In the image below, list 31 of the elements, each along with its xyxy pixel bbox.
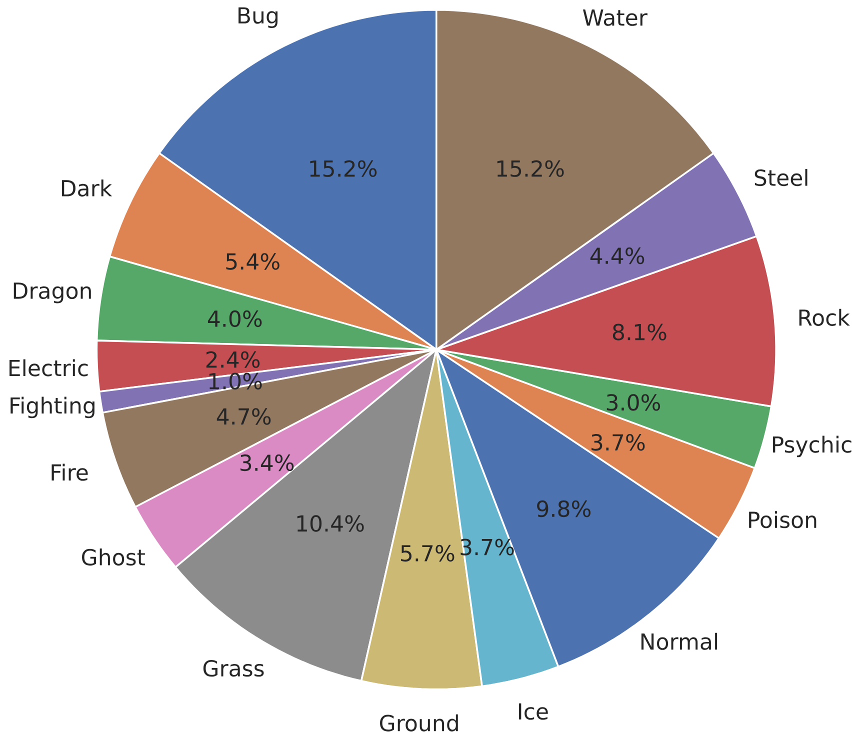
data-label: 1.0% [209, 372, 262, 390]
slice-label: Ice [519, 703, 548, 720]
slice-label: Rock [799, 308, 850, 326]
slice-label: Electric [10, 359, 88, 376]
slice-label: Dark [62, 180, 112, 197]
data-label: 5.4% [226, 253, 280, 270]
slice-label: Normal [641, 632, 718, 650]
data-label: 2.4% [206, 351, 260, 368]
slice-label: Grass [203, 660, 264, 677]
data-label: 4.7% [216, 408, 271, 425]
data-label: 4.4% [590, 248, 644, 264]
slice-label: Dragon [14, 282, 91, 304]
slice-label: Ground [380, 714, 458, 732]
slice-label: Psychic [772, 436, 852, 458]
data-label: 10.4% [297, 515, 364, 532]
slice-label: Water [582, 10, 648, 26]
data-label: 15.2% [310, 160, 377, 178]
data-label: 15.2% [497, 160, 564, 178]
slice-label: Ghost [82, 548, 145, 566]
data-label: 3.0% [606, 394, 660, 411]
data-label: 8.1% [612, 324, 666, 341]
data-label: 9.8% [537, 500, 591, 518]
slice-label: Fighting [10, 396, 94, 418]
slice-label: Steel [754, 169, 808, 186]
slice-label: Fire [52, 464, 88, 481]
data-label: 3.4% [240, 454, 294, 472]
data-label: 3.7% [592, 434, 645, 451]
slice-label: Bug [238, 7, 278, 28]
data-label: 4.0% [208, 310, 262, 328]
data-label: 5.7% [401, 544, 454, 562]
slice-label: Poison [749, 511, 816, 528]
